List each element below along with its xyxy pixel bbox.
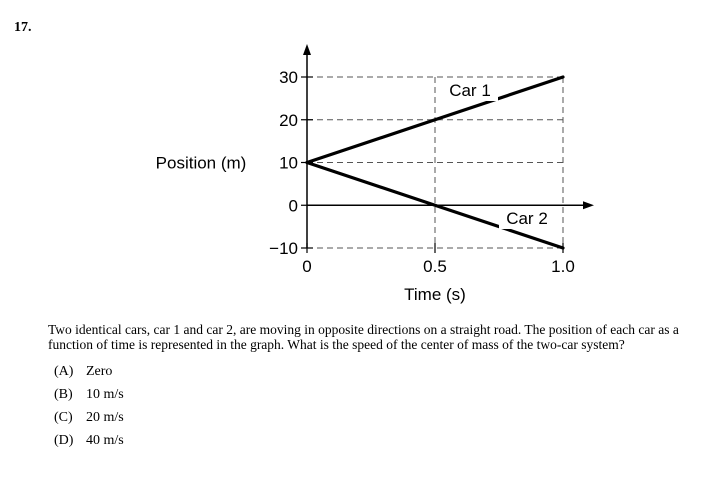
y-tick-label: 0	[289, 196, 298, 215]
y-axis-arrow	[303, 44, 311, 55]
choice-text: 20 m/s	[86, 410, 124, 425]
choice-text: 40 m/s	[86, 433, 124, 448]
choice-letter: (B)	[54, 387, 73, 402]
y-tick-label: 10	[279, 154, 298, 173]
choice-a[interactable]: (A) Zero	[54, 360, 124, 383]
choice-letter: (D)	[54, 433, 74, 448]
choice-b[interactable]: (B) 10 m/s	[54, 383, 124, 406]
x-tick-label: 0	[302, 257, 311, 276]
choice-letter: (C)	[54, 410, 73, 425]
question-number: 17.	[14, 20, 32, 35]
question-prompt: Two identical cars, car 1 and car 2, are…	[48, 322, 679, 352]
series-label-bg	[442, 80, 498, 101]
series-label: Car 2	[506, 209, 548, 228]
x-tick-label: 1.0	[551, 257, 575, 276]
x-tick-label: 0.5	[423, 257, 447, 276]
y-tick-label: 30	[279, 68, 298, 87]
series-line-1	[305, 75, 565, 165]
x-axis-arrow	[583, 201, 594, 210]
y-axis-label: Position (m)	[156, 154, 247, 173]
y-tick-label: −10	[269, 239, 298, 258]
series-line-2	[305, 160, 565, 250]
choice-d[interactable]: (D) 40 m/s	[54, 429, 124, 452]
choice-text: 10 m/s	[86, 387, 124, 402]
choice-text: Zero	[86, 364, 113, 379]
series-label-bg	[499, 208, 555, 229]
choice-c[interactable]: (C) 20 m/s	[54, 406, 124, 429]
choice-letter: (A)	[54, 364, 74, 379]
series-label: Car 1	[449, 81, 491, 100]
answer-choices: (A) Zero (B) 10 m/s (C) 20 m/s (D) 40 m/s	[54, 360, 124, 452]
y-tick-label: 20	[279, 111, 298, 130]
x-axis-label: Time (s)	[404, 285, 466, 304]
